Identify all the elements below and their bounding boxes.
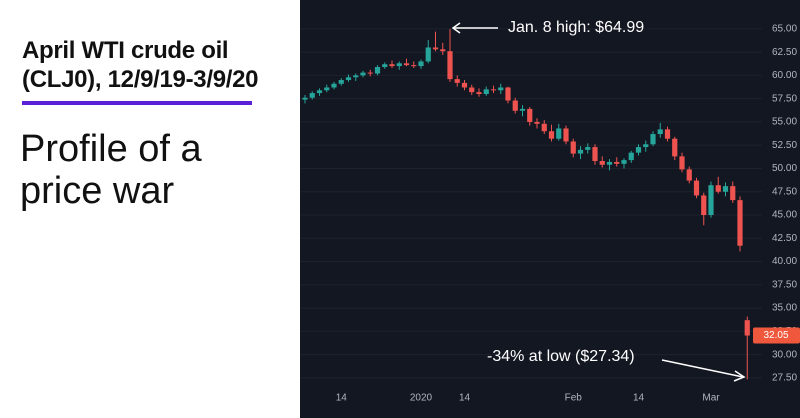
candle-body bbox=[643, 144, 649, 148]
candle-body bbox=[657, 129, 663, 135]
candle-body bbox=[722, 186, 729, 192]
candle-body bbox=[635, 147, 642, 153]
candle-body bbox=[360, 72, 366, 76]
candle-body bbox=[548, 131, 555, 139]
candle-body bbox=[498, 87, 504, 91]
candle-body bbox=[519, 108, 526, 111]
candle-body bbox=[534, 121, 540, 124]
candle-body bbox=[418, 61, 424, 67]
y-tick-label: 55.00 bbox=[772, 117, 797, 128]
candle-body bbox=[331, 83, 337, 88]
chart-background bbox=[300, 0, 800, 418]
candle-body bbox=[686, 169, 692, 181]
candle-body bbox=[585, 147, 591, 150]
candle-body bbox=[353, 75, 359, 78]
x-tick-label: Mar bbox=[702, 393, 720, 404]
y-tick-label: 30.00 bbox=[772, 349, 797, 360]
candle-body bbox=[367, 72, 373, 74]
candle-body bbox=[527, 108, 533, 122]
candle-body bbox=[469, 87, 475, 93]
candle-body bbox=[563, 128, 569, 142]
candle-body bbox=[730, 186, 736, 201]
candle-body bbox=[490, 89, 497, 91]
y-tick-label: 42.50 bbox=[772, 233, 797, 244]
candle-body bbox=[374, 67, 381, 74]
candle-body bbox=[614, 161, 620, 164]
candle-body bbox=[679, 156, 685, 170]
candle-body bbox=[606, 161, 613, 165]
y-tick-label: 60.00 bbox=[772, 70, 797, 81]
x-tick-label: 14 bbox=[633, 393, 645, 404]
text-panel: April WTI crude oil (CLJ0), 12/9/19-3/9/… bbox=[0, 0, 300, 418]
candle-body bbox=[447, 51, 453, 80]
x-tick-label: Feb bbox=[565, 393, 583, 404]
y-tick-label: 50.00 bbox=[772, 163, 797, 174]
candle-body bbox=[744, 320, 750, 336]
annotation: Jan. 8 high: $64.99 bbox=[508, 19, 644, 36]
candle-body bbox=[411, 65, 417, 67]
candle-body bbox=[650, 134, 656, 145]
candle-body bbox=[628, 152, 634, 161]
candle-body bbox=[396, 63, 402, 67]
candle-body bbox=[708, 185, 714, 216]
chart-title: April WTI crude oil (CLJ0), 12/9/19-3/9/… bbox=[22, 37, 259, 93]
candle-body bbox=[324, 87, 330, 91]
y-tick-label: 45.00 bbox=[772, 210, 797, 221]
candle-body bbox=[541, 123, 547, 132]
candle-body bbox=[701, 195, 707, 216]
candle-body bbox=[403, 63, 410, 66]
y-tick-label: 57.50 bbox=[772, 93, 797, 104]
candle-body bbox=[483, 89, 489, 95]
x-tick-label: 14 bbox=[336, 393, 348, 404]
candle-body bbox=[345, 77, 352, 81]
candle-body bbox=[556, 128, 562, 139]
candle-body bbox=[505, 87, 511, 101]
y-tick-label: 62.50 bbox=[772, 47, 797, 58]
annotation: -34% at low ($27.34) bbox=[487, 348, 635, 365]
candle-body bbox=[577, 149, 584, 154]
y-tick-label: 47.50 bbox=[772, 186, 797, 197]
chart-subtitle: Profile of a price war bbox=[20, 128, 202, 212]
candle-body bbox=[693, 180, 700, 196]
plot: 27.5030.0032.5035.0037.5040.0042.5045.00… bbox=[300, 23, 797, 404]
x-tick-label: 2020 bbox=[410, 393, 433, 404]
y-tick-label: 40.00 bbox=[772, 256, 797, 267]
candle-body bbox=[461, 82, 468, 88]
candle-body bbox=[309, 93, 315, 98]
candle-body bbox=[425, 47, 431, 62]
last-price-box bbox=[753, 327, 800, 344]
last-price-label: 32.05 bbox=[763, 330, 788, 341]
candle-body bbox=[672, 138, 678, 157]
candle-body bbox=[570, 141, 576, 154]
candle-body bbox=[737, 200, 743, 246]
annotation-arrowhead bbox=[451, 22, 461, 34]
candle-body bbox=[432, 47, 439, 50]
y-tick-label: 27.50 bbox=[772, 373, 797, 384]
y-tick-label: 35.00 bbox=[772, 303, 797, 314]
candle-body bbox=[592, 147, 598, 162]
candle-body bbox=[476, 92, 482, 95]
y-tick-label: 65.00 bbox=[772, 23, 797, 34]
candle-body bbox=[316, 90, 323, 94]
candle-body bbox=[389, 64, 395, 67]
candle-body bbox=[338, 80, 344, 84]
candle-body bbox=[512, 100, 518, 111]
candle-body bbox=[454, 79, 460, 83]
candle-body bbox=[715, 185, 721, 192]
y-tick-label: 37.50 bbox=[772, 279, 797, 290]
y-tick-label: 52.50 bbox=[772, 140, 797, 151]
x-tick-label: 14 bbox=[459, 393, 471, 404]
candle-body bbox=[599, 161, 605, 165]
candle-body bbox=[440, 49, 446, 52]
title-rule bbox=[22, 101, 252, 105]
candle-body bbox=[664, 129, 671, 139]
candle-body bbox=[621, 160, 627, 164]
annotation-arrow bbox=[661, 359, 744, 378]
candle-body bbox=[302, 97, 308, 100]
candle-body bbox=[382, 64, 388, 68]
annotation-arrowhead bbox=[733, 370, 746, 382]
